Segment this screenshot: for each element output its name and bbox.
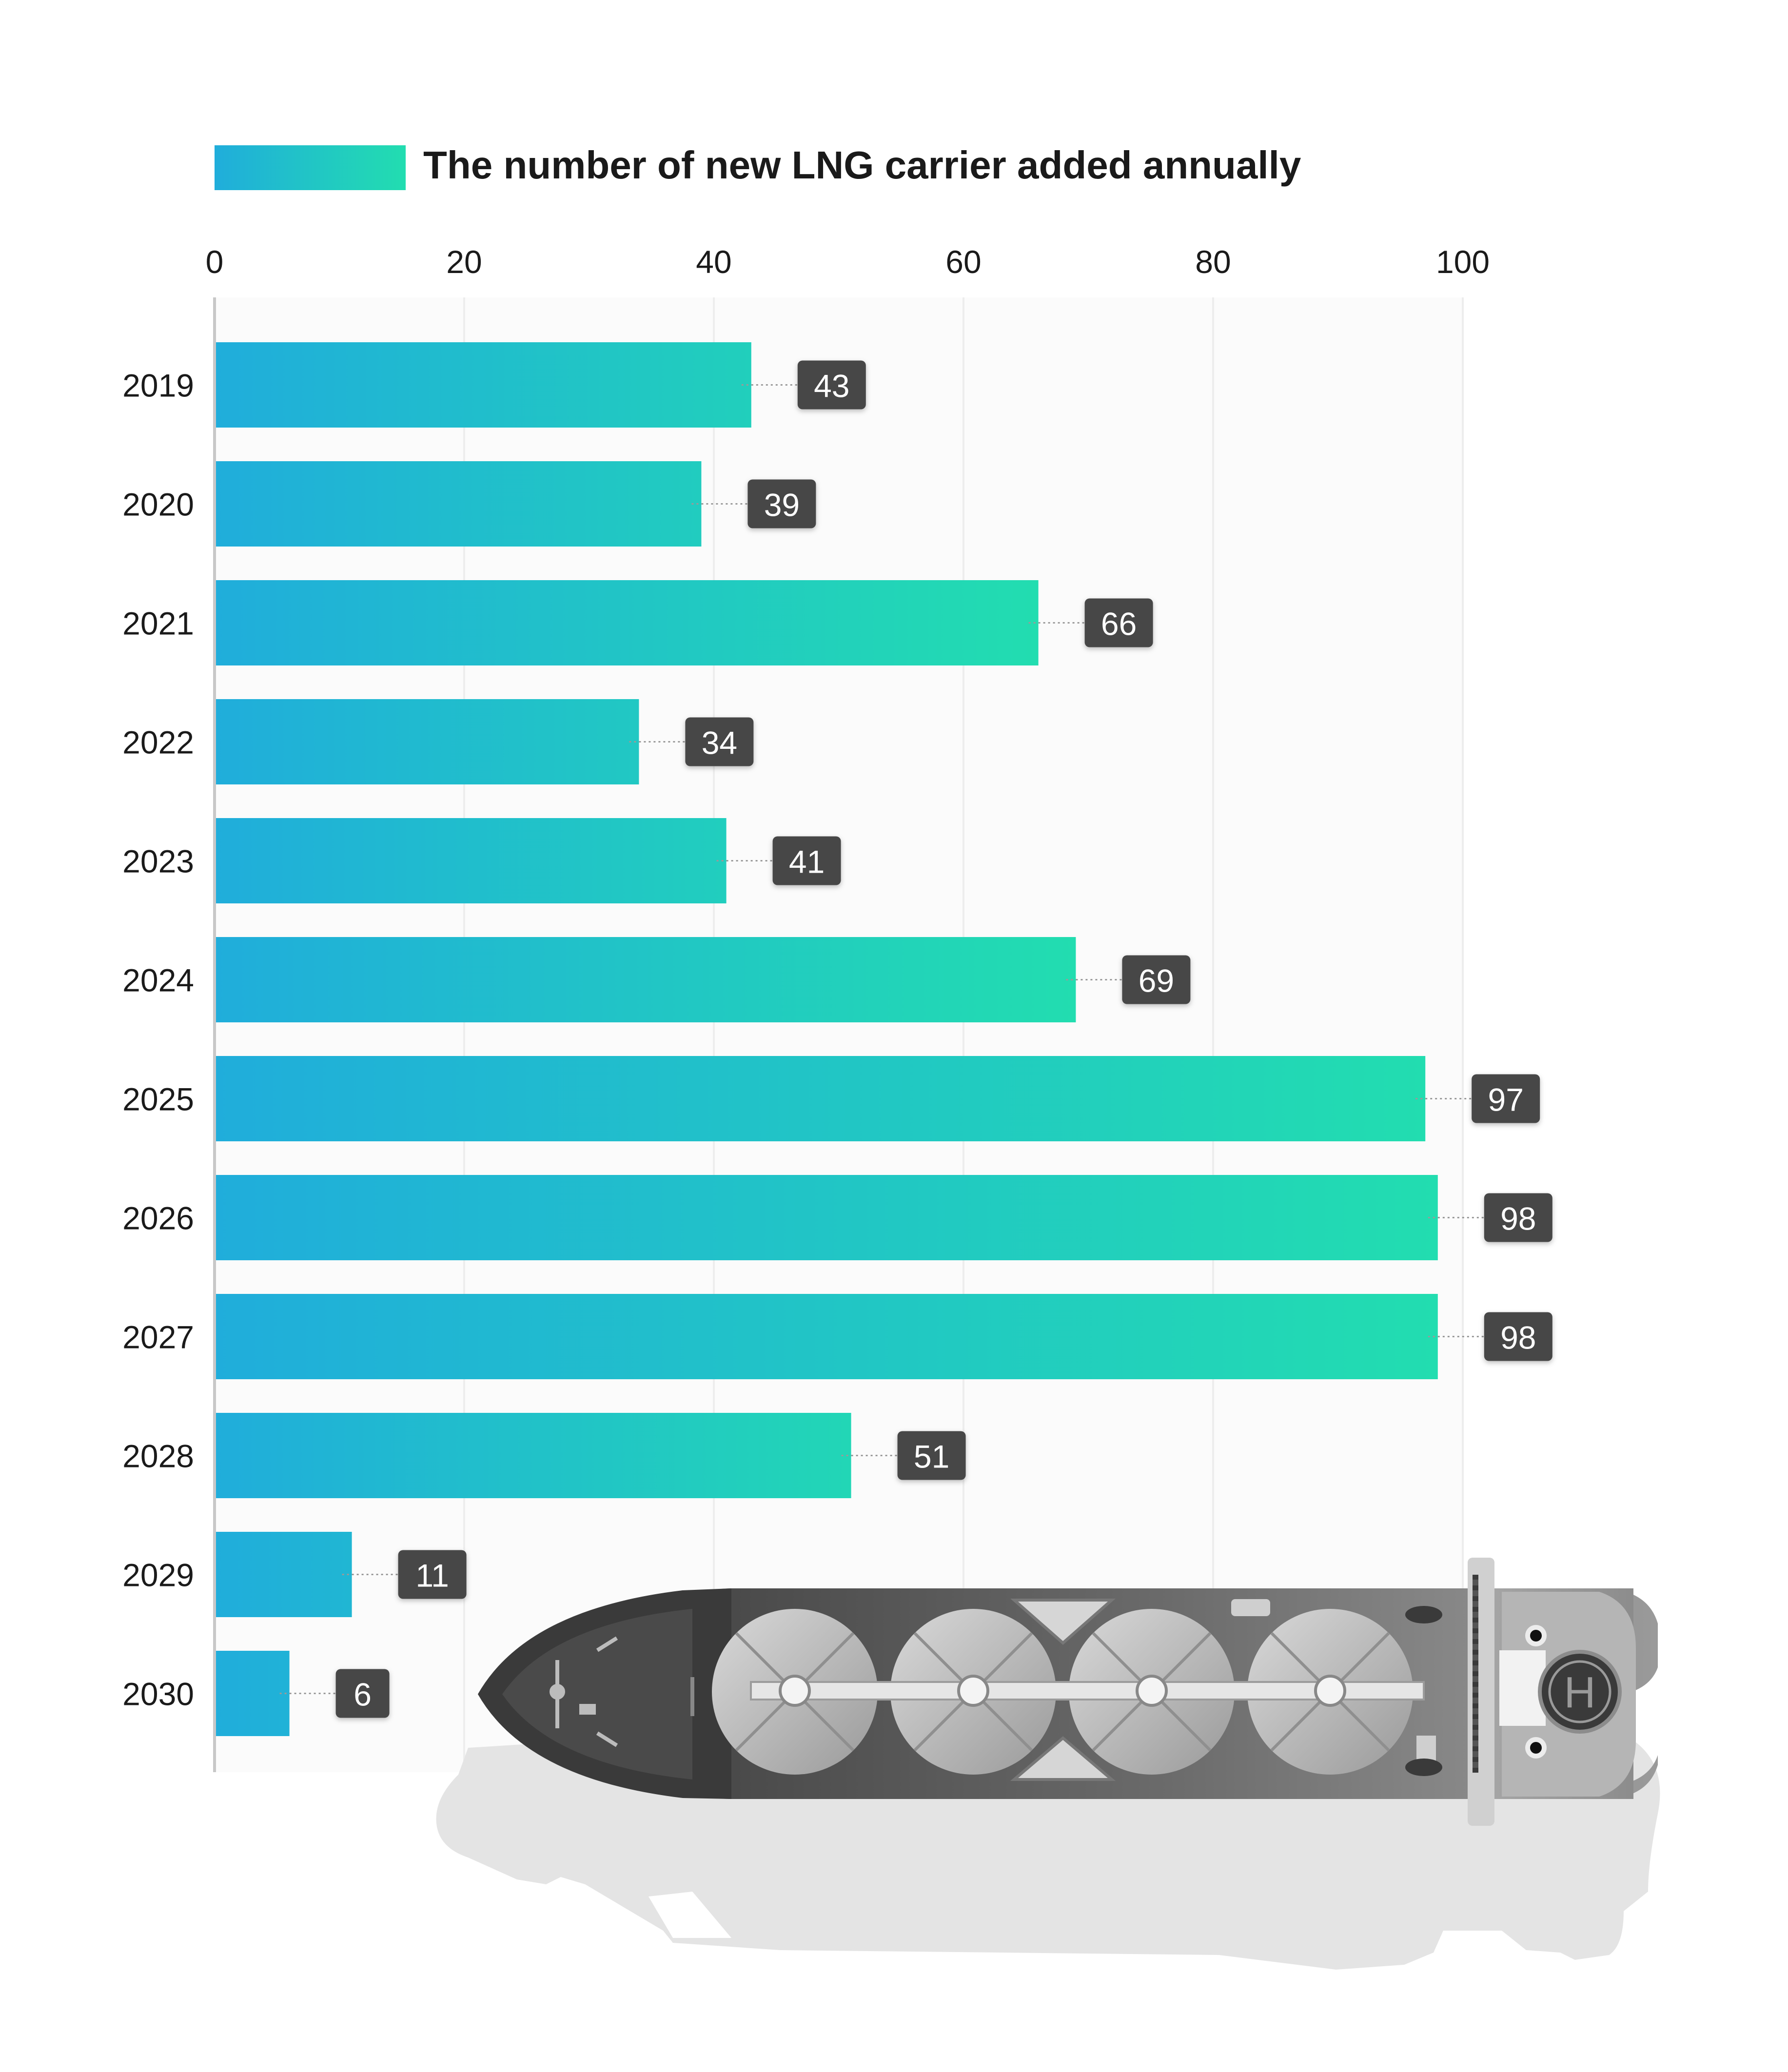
deck-box <box>1231 1599 1270 1616</box>
bar-2019 <box>216 342 751 428</box>
tank-hub <box>957 1675 989 1707</box>
y-tick-label: 2023 <box>122 843 194 880</box>
bar-2027 <box>216 1294 1438 1379</box>
bar-2029 <box>216 1532 352 1617</box>
ship-funnel-top-dot <box>1530 1630 1542 1642</box>
bar-2028 <box>216 1413 851 1498</box>
legend: The number of new LNG carrier added annu… <box>215 143 1301 190</box>
deck-winch <box>1405 1759 1442 1776</box>
data-label: 69 <box>1139 963 1174 999</box>
bar-2020 <box>216 461 702 547</box>
ship-shadow-gap <box>648 1892 731 1938</box>
helipad-letter: H <box>1564 1668 1596 1717</box>
deck-winch <box>1405 1606 1442 1623</box>
deck-chevron <box>1010 1599 1116 1645</box>
tank-hub <box>779 1675 811 1707</box>
data-label: 98 <box>1500 1201 1536 1237</box>
data-label: 43 <box>814 368 849 404</box>
y-tick-label: 2022 <box>122 724 194 761</box>
y-tick-label: 2030 <box>122 1676 194 1712</box>
data-label: 39 <box>764 487 800 523</box>
ship-bow-inner <box>502 1609 692 1779</box>
x-tick-label: 100 <box>1436 244 1490 280</box>
data-label-box <box>335 1669 390 1718</box>
y-tick-label: 2024 <box>122 962 194 998</box>
y-tick-label: 2026 <box>122 1200 194 1236</box>
data-label: 97 <box>1488 1082 1523 1118</box>
helipad-ring <box>1548 1660 1611 1723</box>
x-tick-label: 80 <box>1195 244 1231 280</box>
y-tick-label: 2021 <box>122 606 194 642</box>
data-label: 51 <box>914 1439 949 1475</box>
bar-2030 <box>216 1651 290 1736</box>
tank-hub <box>1314 1675 1346 1707</box>
x-tick-label: 0 <box>206 244 224 280</box>
legend-swatch <box>215 145 406 190</box>
data-label-box <box>747 479 816 528</box>
data-label: 34 <box>702 725 737 761</box>
data-label-box <box>398 1550 467 1599</box>
data-label-box <box>797 360 866 410</box>
y-tick-label: 2019 <box>122 368 194 404</box>
x-tick-label: 40 <box>696 244 731 280</box>
data-label: 66 <box>1101 606 1137 642</box>
data-label-box <box>897 1431 966 1480</box>
lng-tanks <box>712 1599 1442 1781</box>
y-tick-label: 2029 <box>122 1557 194 1593</box>
bar-2026 <box>216 1175 1438 1260</box>
data-label: 41 <box>789 844 825 880</box>
data-label-box <box>1484 1312 1552 1361</box>
y-tick-label: 2028 <box>122 1438 194 1474</box>
x-axis-ticks: 0 20 40 60 80 100 <box>206 244 1490 280</box>
data-label: 6 <box>354 1677 372 1713</box>
legend-label: The number of new LNG carrier added annu… <box>423 143 1301 187</box>
data-label-box <box>1472 1074 1540 1123</box>
bars <box>216 342 1438 1736</box>
data-label-box <box>1084 598 1153 647</box>
data-label-box <box>1484 1193 1552 1242</box>
bow-fittings <box>550 1636 694 1747</box>
data-label-box <box>772 836 841 885</box>
bar-2022 <box>216 699 639 784</box>
lng-carrier-ship-illustration: H <box>436 1558 1660 1970</box>
data-label-box <box>1122 955 1191 1004</box>
deck-chevron <box>1010 1736 1116 1781</box>
y-tick-label: 2025 <box>122 1081 194 1117</box>
ship-funnel-bottom-dot <box>1530 1742 1542 1754</box>
bar-2025 <box>216 1056 1426 1141</box>
data-labels: 43 39 66 34 41 69 97 98 98 51 11 6 <box>279 360 1552 1718</box>
data-label: 11 <box>415 1558 449 1594</box>
bar-2024 <box>216 937 1076 1022</box>
tank-pipe <box>750 1681 1425 1701</box>
x-tick-label: 60 <box>945 244 981 280</box>
bar-2021 <box>216 580 1039 665</box>
x-tick-label: 20 <box>446 244 482 280</box>
data-label-box <box>685 717 754 766</box>
y-tick-label: 2027 <box>122 1319 194 1355</box>
data-label: 98 <box>1500 1320 1536 1356</box>
helipad-icon <box>1538 1650 1622 1734</box>
bar-2023 <box>216 818 727 903</box>
ship-bridge-wing <box>1468 1558 1494 1826</box>
tank-hub <box>1136 1675 1168 1707</box>
y-tick-label: 2020 <box>122 487 194 523</box>
y-axis-labels: 2019 2020 2021 2022 2023 2024 2025 2026 2027 2028… <box>122 368 194 1712</box>
ship-deckhouse <box>1499 1650 1546 1726</box>
